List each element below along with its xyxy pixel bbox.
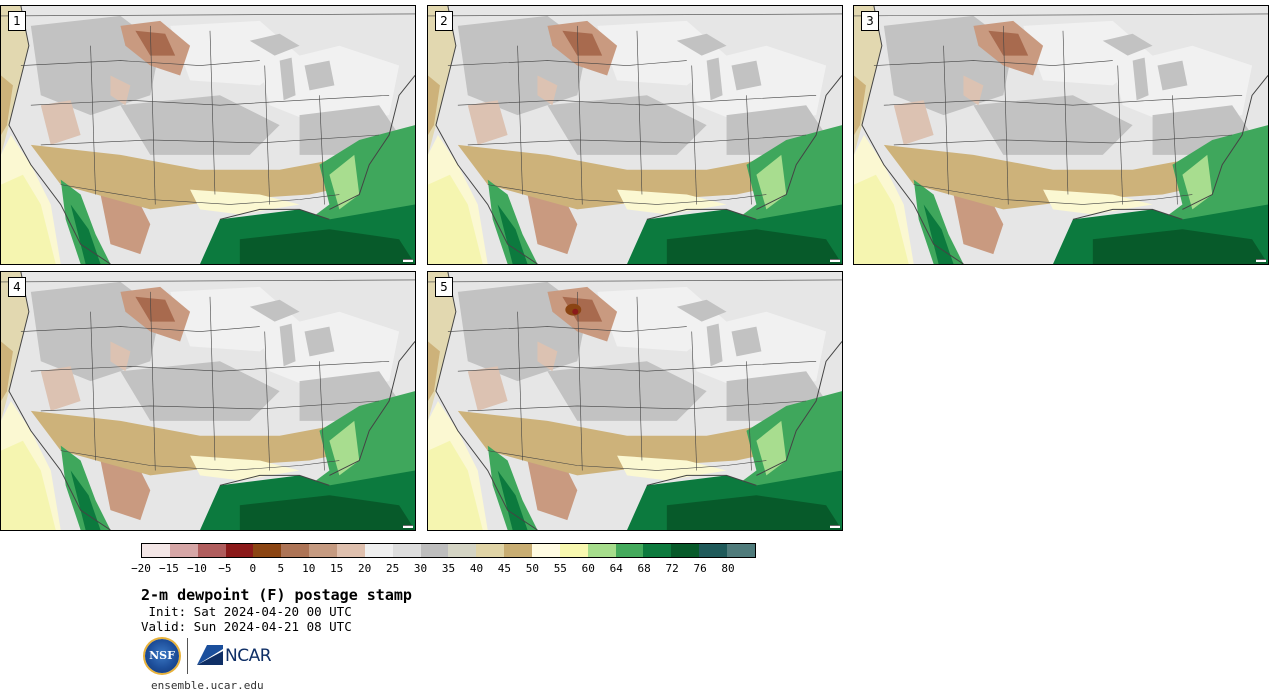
dewpoint-map-5	[428, 272, 842, 530]
colorbar-tick-label: 40	[469, 562, 484, 575]
colorbar-swatch	[197, 544, 226, 557]
colorbar-swatch	[587, 544, 616, 557]
sponsor-logos: NSF NCAR	[145, 638, 275, 676]
colorbar-tick-label: 10	[302, 562, 316, 575]
dewpoint-map-3	[854, 6, 1268, 264]
colorbar-swatch	[671, 544, 700, 557]
colorbar-swatch	[643, 544, 672, 557]
colorbar-tick-label: 55	[553, 562, 567, 575]
colorbar-swatch	[169, 544, 198, 557]
site-url: ensemble.ucar.edu	[151, 679, 264, 692]
corner-mark	[830, 525, 840, 528]
panel-label-3: 3	[861, 11, 879, 31]
colorbar-tick-label: −5	[218, 562, 232, 575]
colorbar-swatch	[253, 544, 282, 557]
colorbar-swatch	[504, 544, 533, 557]
dewpoint-map-4	[1, 272, 415, 530]
colorbar-tick-label: −20	[131, 562, 151, 575]
colorbar-swatch	[532, 544, 560, 557]
colorbar-tick-label: 80	[721, 562, 735, 575]
stamp-panel-3: 3	[853, 5, 1269, 265]
colorbar-swatch	[309, 544, 338, 557]
logo-divider	[187, 638, 188, 674]
colorbar-swatch	[699, 544, 728, 557]
corner-mark	[830, 259, 840, 262]
dewpoint-map-2	[428, 6, 842, 264]
valid-time: Valid: Sun 2024-04-21 08 UTC	[141, 619, 352, 634]
colorbar-tick-label: 30	[413, 562, 428, 575]
colorbar-tick-label: 68	[637, 562, 651, 575]
colorbar	[141, 543, 756, 558]
colorbar-swatch	[476, 544, 505, 557]
dewpoint-map-1	[1, 6, 415, 264]
panel-label-2: 2	[435, 11, 453, 31]
colorbar-swatch	[615, 544, 644, 557]
ncar-mark-icon	[197, 645, 223, 665]
panel-label-4: 4	[8, 277, 26, 297]
colorbar-swatch	[448, 544, 477, 557]
stamp-panel-5: 5	[427, 271, 843, 531]
colorbar-tick-label: 35	[441, 562, 456, 575]
colorbar-tick-label: 72	[665, 562, 679, 575]
corner-mark	[403, 525, 413, 528]
stamp-panel-4: 4	[0, 271, 416, 531]
ncar-logo-text: NCAR	[225, 646, 272, 666]
corner-mark	[1256, 259, 1266, 262]
colorbar-tick-label: 5	[277, 562, 285, 575]
figure-title: 2-m dewpoint (F) postage stamp	[141, 586, 412, 604]
colorbar-swatch	[392, 544, 421, 557]
colorbar-tick-label: 15	[330, 562, 344, 575]
colorbar-swatch	[337, 544, 365, 557]
colorbar-tick-label: −10	[186, 562, 207, 575]
panel-label-5: 5	[435, 277, 453, 297]
colorbar-tick-label: 60	[581, 562, 595, 575]
colorbar-tick-label: 76	[693, 562, 707, 575]
nsf-logo: NSF	[145, 639, 179, 673]
colorbar-swatch	[420, 544, 449, 557]
colorbar-swatch	[364, 544, 393, 557]
colorbar-swatch	[281, 544, 310, 557]
colorbar-swatch	[559, 544, 588, 557]
stamp-panel-1: 1	[0, 5, 416, 265]
panel-label-1: 1	[8, 11, 26, 31]
colorbar-tick-label: 25	[385, 562, 400, 575]
colorbar-ticks: −20 −15 −10 −5 0 5 10 15 20 25 30 35 40 45 50 55 60 64 68 7…	[131, 562, 756, 578]
colorbar-swatch	[727, 544, 755, 557]
colorbar-tick-label: 45	[497, 562, 512, 575]
colorbar-tick-label: −15	[159, 562, 179, 575]
colorbar-tick-label: 64	[609, 562, 623, 575]
colorbar-swatch	[225, 544, 254, 557]
colorbar-swatch	[142, 544, 170, 557]
init-time: Init: Sat 2024-04-20 00 UTC	[141, 604, 352, 619]
colorbar-tick-label: 0	[249, 562, 257, 575]
colorbar-tick-label: 20	[358, 562, 372, 575]
corner-mark	[403, 259, 413, 262]
stamp-panel-2: 2	[427, 5, 843, 265]
colorbar-tick-label: 50	[525, 562, 539, 575]
